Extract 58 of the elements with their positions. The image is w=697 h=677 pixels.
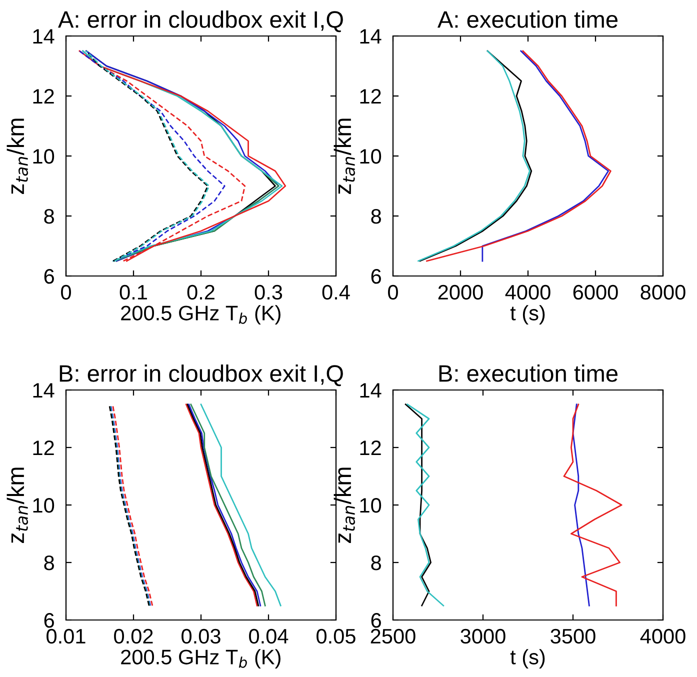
y-tick-label: 10 xyxy=(360,498,382,513)
line-series xyxy=(563,404,622,606)
y-tick-label: 12 xyxy=(360,89,381,104)
line-series xyxy=(406,404,444,606)
y-axis-title: z$_{tan}$/km xyxy=(334,468,356,544)
x-tick-label: 6000 xyxy=(573,284,618,300)
line-series xyxy=(482,50,610,262)
x-tick-label: 3500 xyxy=(550,628,596,644)
line-series xyxy=(426,50,612,262)
x-tick-label: 0.2 xyxy=(187,284,214,300)
x-axis-title: 200.5 GHz T$_{b}$ (K) xyxy=(121,649,280,669)
y-tick-label: 12 xyxy=(33,89,54,104)
y-tick-label: 12 xyxy=(360,440,381,456)
x-axis-title: t (s) xyxy=(510,649,545,669)
x-tick-label: 0.03 xyxy=(182,628,220,644)
y-axis-title: z$_{tan}$/km xyxy=(6,118,28,194)
chart-title: B: error in cloudbox exit I,Q xyxy=(60,364,343,386)
y-tick-label: 10 xyxy=(360,149,382,164)
x-tick-label: 0.02 xyxy=(114,628,153,644)
y-tick-label: 14 xyxy=(33,383,54,398)
y-tick-label: 8 xyxy=(371,556,381,570)
y-tick-label: 6 xyxy=(44,269,54,284)
x-tick-label: 4000 xyxy=(640,628,686,644)
chart-title: B: execution time xyxy=(439,364,618,382)
x-tick-label: 4000 xyxy=(505,284,550,300)
x-tick-label: 0.04 xyxy=(249,628,288,644)
y-tick-label: 10 xyxy=(33,149,54,164)
line-series xyxy=(572,404,590,606)
chart-title: A: execution time xyxy=(438,10,618,28)
x-tick-label: 8000 xyxy=(640,284,686,300)
y-axis-title: z$_{tan}$/km xyxy=(334,118,356,194)
y-tick-label: 14 xyxy=(360,383,382,398)
y-tick-label: 14 xyxy=(360,29,382,44)
x-tick-label: 0.1 xyxy=(120,284,147,300)
x-tick-label: 0.3 xyxy=(254,284,282,300)
x-tick-label: 0.05 xyxy=(316,628,356,644)
y-tick-label: 8 xyxy=(44,556,54,570)
y-tick-label: 12 xyxy=(33,440,54,456)
chart-title: A: error in cloudbox exit I,Q xyxy=(58,10,343,32)
y-tick-label: 8 xyxy=(44,209,54,224)
x-tick-label: 0 xyxy=(61,284,71,300)
x-tick-label: 0.01 xyxy=(46,628,86,644)
x-tick-label: 0 xyxy=(388,284,398,300)
x-tick-label: 2500 xyxy=(370,628,416,644)
y-axis-title: z$_{tan}$/km xyxy=(6,468,28,544)
x-axis-title: 200.5 GHz T$_{b}$ (K) xyxy=(121,305,280,325)
x-tick-label: 0.4 xyxy=(322,284,350,300)
line-series xyxy=(404,404,432,606)
y-tick-label: 6 xyxy=(44,613,54,628)
line-series xyxy=(200,404,282,606)
x-axis-title: t (s) xyxy=(510,305,545,325)
y-tick-label: 6 xyxy=(371,269,381,284)
y-tick-label: 6 xyxy=(371,613,381,628)
x-tick-label: 2000 xyxy=(438,284,483,300)
x-tick-label: 3000 xyxy=(460,628,506,644)
y-tick-label: 8 xyxy=(371,209,381,224)
y-tick-label: 10 xyxy=(33,498,54,513)
y-tick-label: 14 xyxy=(33,29,54,44)
